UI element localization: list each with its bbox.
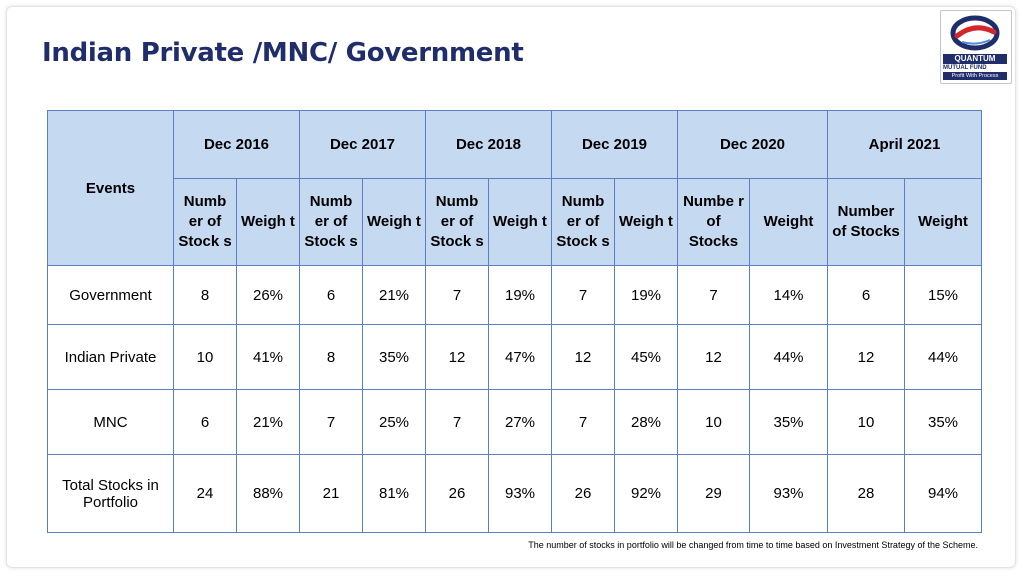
table-cell: 10 [827,389,905,455]
table-cell: 7 [425,265,489,325]
table-cell: 26 [551,454,615,533]
table-cell: 27% [488,389,552,455]
table-cell: 88% [236,454,300,533]
table-cell: 21% [362,265,426,325]
page-title: Indian Private /MNC/ Government [42,38,524,68]
row-label: Government [47,265,174,325]
table-cell: 21% [236,389,300,455]
logo-line2: Profit With Process [943,72,1007,80]
table-cell: 81% [362,454,426,533]
table-cell: 92% [614,454,678,533]
period-header: Dec 2018 [425,110,552,179]
table-cell: 26% [236,265,300,325]
table-cell: 26 [425,454,489,533]
table-cell: 44% [904,324,982,390]
quantum-logo: QUANTUM MUTUAL FUND Profit With Process [940,10,1012,84]
table-cell: 29 [677,454,750,533]
stocks-subheader: Number of Stocks [827,178,905,266]
table-cell: 8 [299,324,363,390]
row-label: MNC [47,389,174,455]
row-label: Indian Private [47,324,174,390]
table-cell: 28% [614,389,678,455]
period-header: Dec 2019 [551,110,678,179]
table-cell: 41% [236,324,300,390]
weight-subheader: Weigh t [488,178,552,266]
table-cell: 93% [488,454,552,533]
weight-subheader: Weigh t [614,178,678,266]
table-cell: 24 [173,454,237,533]
stocks-subheader: Numb er of Stock s [299,178,363,266]
table-cell: 6 [827,265,905,325]
table-cell: 45% [614,324,678,390]
table-cell: 94% [904,454,982,533]
table-cell: 7 [425,389,489,455]
table-cell: 12 [677,324,750,390]
footnote: The number of stocks in portfolio will b… [528,540,978,550]
table-cell: 10 [677,389,750,455]
header-row-subcolumns: Numb er of Stock s Weigh t Numb er of St… [48,178,982,266]
header-row-periods: Events Dec 2016 Dec 2017 Dec 2018 Dec 20… [47,110,982,266]
table-cell: 6 [299,265,363,325]
period-header: Dec 2016 [173,110,300,179]
table-cell: 7 [551,389,615,455]
table-cell: 15% [904,265,982,325]
row-label: Total Stocks in Portfolio [47,454,174,533]
table-cell: 14% [749,265,828,325]
stocks-subheader: Numb er of Stock s [551,178,615,266]
period-header: Dec 2017 [299,110,426,179]
events-header: Events [47,110,174,266]
weight-subheader: Weigh t [236,178,300,266]
table-cell: 21 [299,454,363,533]
table-cell: 35% [362,324,426,390]
table-cell: 19% [614,265,678,325]
stocks-subheader: Numbe r of Stocks [677,178,750,266]
table-cell: 35% [904,389,982,455]
table-cell: 47% [488,324,552,390]
weight-subheader: Weight [904,178,982,266]
table-cell: 8 [173,265,237,325]
table-cell: 44% [749,324,828,390]
period-header: Dec 2020 [677,110,828,179]
table-cell: 7 [299,389,363,455]
weight-subheader: Weight [749,178,828,266]
table-row: MNC 6 21% 7 25% 7 27% 7 28% 10 35% 10 35… [47,389,982,455]
table-cell: 35% [749,389,828,455]
logo-swirl-icon [950,15,1000,51]
table-cell: 7 [677,265,750,325]
table-cell: 7 [551,265,615,325]
stocks-subheader: Numb er of Stock s [425,178,489,266]
table-row: Government 8 26% 6 21% 7 19% 7 19% 7 14%… [47,265,982,325]
table-cell: 93% [749,454,828,533]
table-cell: 6 [173,389,237,455]
table-cell: 25% [362,389,426,455]
table-cell: 19% [488,265,552,325]
table-row: Indian Private 10 41% 8 35% 12 47% 12 45… [47,324,982,390]
table-cell: 12 [551,324,615,390]
stocks-subheader: Numb er of Stock s [173,178,237,266]
weight-subheader: Weigh t [362,178,426,266]
table-cell: 10 [173,324,237,390]
logo-brand: QUANTUM [943,54,1007,64]
table-cell: 12 [425,324,489,390]
table-cell: 12 [827,324,905,390]
table-row: Total Stocks in Portfolio 24 88% 21 81% … [47,454,982,533]
table-cell: 28 [827,454,905,533]
logo-line1: MUTUAL FUND [943,65,987,71]
holdings-table: Events Dec 2016 Dec 2017 Dec 2018 Dec 20… [47,110,982,533]
period-header: April 2021 [827,110,982,179]
